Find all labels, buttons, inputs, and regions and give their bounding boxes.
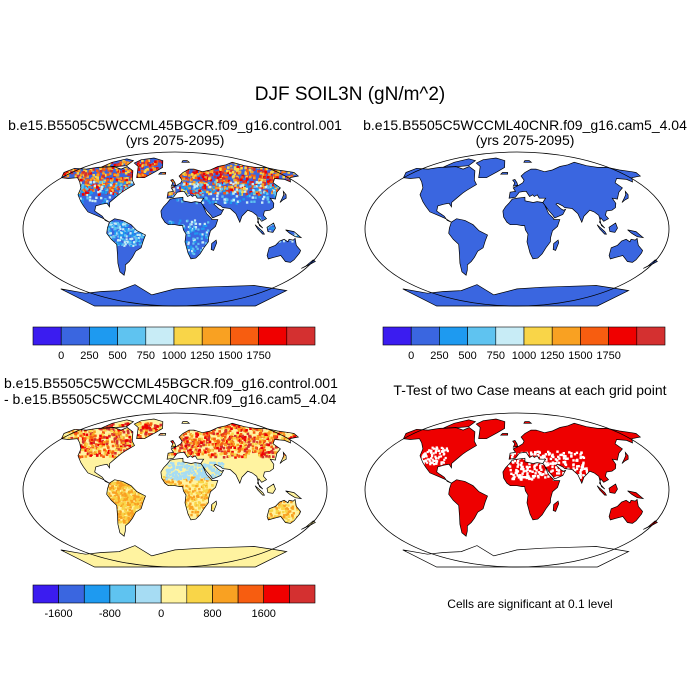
ttest-significance-note: Cells are significant at 0.1 level xyxy=(447,597,613,611)
colorbar-swatch xyxy=(32,326,62,346)
panel-case1-title-line1: b.e15.B5505C5WCCML45BGCR.f09_g16.control… xyxy=(8,117,342,133)
colorbar-swatch xyxy=(263,584,290,604)
panel-case2-title: b.e15.B5505C5WCCML40CNR.f09_g16.cam5_4.0… xyxy=(350,118,700,148)
colorbar-swatch xyxy=(495,326,525,346)
colorbar-swatch xyxy=(212,584,239,604)
panel-difference-title-line1: b.e15.B5505C5WCCML45BGCR.f09_g16.control… xyxy=(4,375,338,391)
colorbar-swatch xyxy=(289,584,316,604)
colorbar-swatch xyxy=(439,326,468,346)
colorbar-swatch xyxy=(580,326,609,346)
colorbar-swatch xyxy=(32,584,59,604)
map-coastlines xyxy=(402,418,658,568)
colorbar-swatch xyxy=(551,326,581,346)
colorbar-tick-label: 1600 xyxy=(251,608,275,620)
colorbar-swatch xyxy=(109,584,136,604)
colorbar-swatch xyxy=(467,326,497,346)
colorbar-tick-label: 0 xyxy=(408,350,414,362)
colorbar-tick-label: 500 xyxy=(108,350,126,362)
colorbar-tick-label: 0 xyxy=(58,350,64,362)
colorbar-tick-label: 800 xyxy=(203,608,221,620)
panel-case1-title: b.e15.B5505C5WCCML45BGCR.f09_g16.control… xyxy=(0,118,350,148)
colorbar-swatch xyxy=(230,326,259,346)
colorbar-swatch xyxy=(89,326,118,346)
map-case1-content xyxy=(22,151,328,307)
colorbar-swatch xyxy=(523,326,553,346)
colorbar-case1-content: 0 250 500 750 1000 1250 1500 1750 xyxy=(32,326,316,362)
panel-difference-title-line2: - b.e15.B5505C5WCCML40CNR.f09_g16.cam5_4… xyxy=(4,391,337,407)
colorbar-tick-label: 1000 xyxy=(512,350,536,362)
colorbar-swatch xyxy=(410,326,440,346)
map-border xyxy=(22,412,328,568)
colorbar-tick-label: 1750 xyxy=(246,350,270,362)
map-difference xyxy=(22,412,328,568)
colorbar-tick-label: 500 xyxy=(458,350,476,362)
map-case2-content xyxy=(364,151,670,307)
colorbar-tick-label: 750 xyxy=(137,350,155,362)
colorbar-swatch xyxy=(160,584,188,604)
panel-case2-title-line1: b.e15.B5505C5WCCML40CNR.f09_g16.cam5_4.0… xyxy=(363,117,687,133)
colorbar-case2-content: 0 250 500 750 1000 1250 1500 1750 xyxy=(382,326,666,362)
figure-title: DJF SOIL3N (gN/m^2) xyxy=(254,84,446,105)
colorbar-swatch xyxy=(201,326,231,346)
colorbar-swatch xyxy=(636,326,666,346)
colorbar-tick-label: 250 xyxy=(430,350,448,362)
colorbar-swatch xyxy=(186,584,213,604)
colorbar-tick-label: 1250 xyxy=(540,350,564,362)
colorbar-swatch xyxy=(60,326,90,346)
map-case1 xyxy=(22,151,328,307)
colorbar-case1: 0 250 500 750 1000 1250 1500 1750 xyxy=(32,326,316,362)
panel-difference-title: b.e15.B5505C5WCCML45BGCR.f09_g16.control… xyxy=(4,375,338,407)
map-land xyxy=(402,419,658,567)
colorbar-tick-label: 750 xyxy=(487,350,505,362)
colorbar-swatch xyxy=(117,326,147,346)
panel-case1-title-line2: (yrs 2075-2095) xyxy=(125,132,225,148)
colorbar-tick-label: 1500 xyxy=(568,350,592,362)
colorbar-difference: -1600 -800 0 800 1600 xyxy=(32,584,316,620)
colorbar-swatch xyxy=(145,326,175,346)
map-coastlines xyxy=(60,157,316,307)
colorbar-swatch xyxy=(173,326,203,346)
colorbar-swatch xyxy=(84,584,111,604)
colorbar-swatch xyxy=(286,326,316,346)
map-border xyxy=(22,151,328,307)
colorbar-tick-label: 1000 xyxy=(162,350,186,362)
map-border xyxy=(364,412,670,568)
colorbar-swatch xyxy=(258,326,288,346)
colorbar-tick-label: 1500 xyxy=(218,350,242,362)
map-case2 xyxy=(364,151,670,307)
colorbar-swatch xyxy=(237,584,265,604)
map-land xyxy=(402,158,658,306)
colorbar-tick-label: 1750 xyxy=(596,350,620,362)
colorbar-swatch xyxy=(382,326,412,346)
map-coastlines xyxy=(60,418,316,568)
colorbar-case2: 0 250 500 750 1000 1250 1500 1750 xyxy=(382,326,666,362)
colorbar-tick-label: 1250 xyxy=(190,350,214,362)
map-ttest-content xyxy=(364,412,670,568)
colorbar-swatch xyxy=(58,584,85,604)
colorbar-tick-label: 0 xyxy=(158,608,164,620)
panel-case2-title-line2: (yrs 2075-2095) xyxy=(475,132,575,148)
map-difference-content xyxy=(22,412,328,568)
colorbar-difference-content: -1600 -800 0 800 1600 xyxy=(32,584,316,620)
colorbar-swatch xyxy=(608,326,638,346)
colorbar-tick-label: 250 xyxy=(80,350,98,362)
panel-ttest-title: T-Test of two Case means at each grid po… xyxy=(393,382,667,398)
map-border xyxy=(364,151,670,307)
colorbar-tick-label: -1600 xyxy=(45,608,73,620)
map-coastlines xyxy=(402,157,658,307)
colorbar-tick-label: -800 xyxy=(99,608,121,620)
colorbar-swatch xyxy=(135,584,162,604)
map-ttest xyxy=(364,412,670,568)
